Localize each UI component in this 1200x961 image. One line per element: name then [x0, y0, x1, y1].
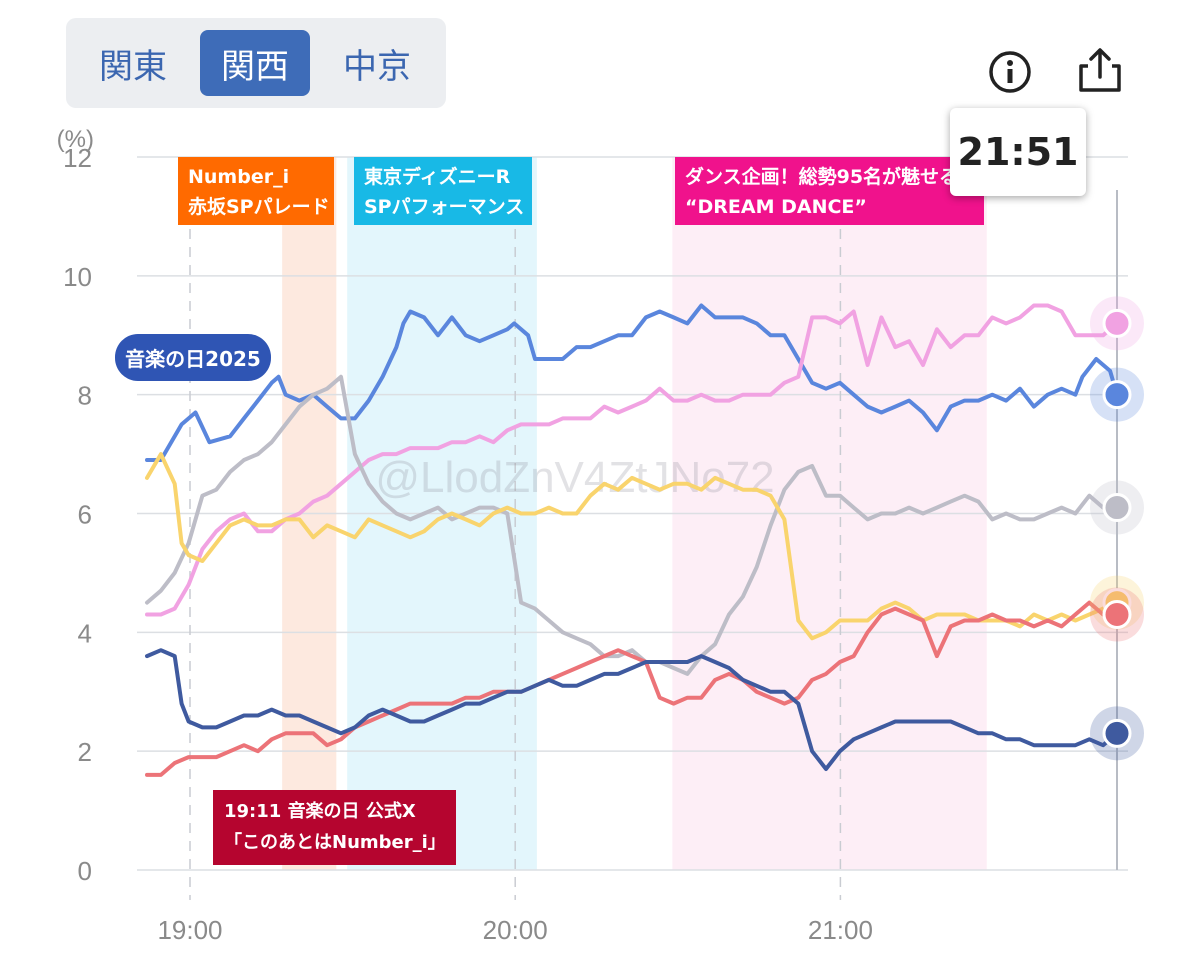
y-tick-label: 8 [78, 381, 92, 411]
callout-text: 音楽の日2025 [125, 347, 261, 371]
y-tick-label: 2 [78, 737, 92, 767]
region-tabs: 関東 関西 中京 [66, 18, 446, 108]
x-tick-label: 19:00 [157, 915, 222, 945]
series-line-2 [145, 374, 1119, 676]
highlight-label-text: “DREAM DANCE” [685, 196, 867, 218]
series-end-marker-1 [1102, 308, 1132, 338]
highlight-label-text: SPパフォーマンス [364, 196, 524, 218]
highlight-label-box-2 [675, 157, 984, 225]
highlight-label-box-1 [354, 157, 532, 225]
series-end-marker-0 [1102, 380, 1132, 410]
series-line-3 [145, 452, 1119, 641]
info-icon[interactable] [986, 48, 1034, 96]
annotation-text: 19:11 音楽の日 公式X [224, 800, 416, 822]
time-tooltip: 21:51 [950, 108, 1086, 196]
highlight-label-box-0 [178, 157, 334, 225]
series-end-marker-5 [1102, 718, 1132, 748]
series-line-5 [145, 648, 1119, 771]
y-tick-label: 4 [78, 618, 92, 648]
y-tick-label: 10 [63, 262, 92, 292]
highlight-label-text: ダンス企画！総勢95名が魅せる！ [685, 165, 977, 188]
series-line-1 [145, 303, 1119, 617]
y-tick-label: 12 [63, 143, 92, 173]
watermark-text: @LlodZnV4ZtJNo72 [375, 453, 774, 502]
y-tick-label: 0 [78, 856, 92, 886]
x-tick-label: 20:00 [483, 915, 548, 945]
tab-chukyo[interactable]: 中京 [343, 46, 411, 87]
series-line-0 [145, 303, 1119, 462]
annotation-box [213, 790, 456, 865]
tab-kanto[interactable]: 関東 [99, 46, 167, 87]
share-icon[interactable] [1074, 44, 1126, 96]
x-tick-label: 21:00 [808, 915, 873, 945]
y-axis-unit: (%) [57, 126, 94, 153]
annotation-text: 「このあとはNumber_i」 [224, 831, 446, 853]
callout-box [115, 334, 271, 381]
series-end-marker-4 [1102, 600, 1132, 630]
highlight-label-text: 赤坂SPパレード [188, 196, 330, 218]
y-tick-label: 6 [78, 500, 92, 530]
series-end-marker-2 [1102, 493, 1132, 523]
tab-kansai[interactable]: 関西 [200, 30, 310, 96]
highlight-label-text: Number_i [188, 166, 289, 188]
highlight-label-text: 東京ディズニーR [364, 165, 511, 188]
series-line-4 [145, 600, 1119, 777]
